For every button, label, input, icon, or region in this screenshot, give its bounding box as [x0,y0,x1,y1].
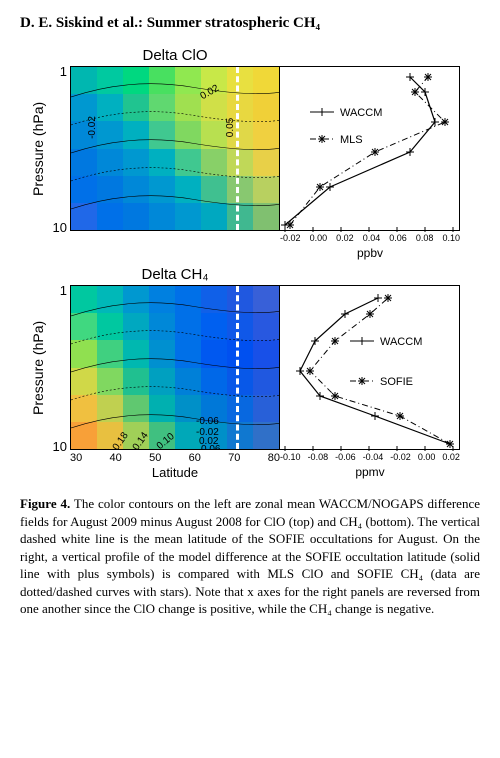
line-panel-clo: WACCM MLS [280,66,460,231]
panel-top-title: Delta ClO [70,47,280,64]
svg-text:WACCM: WACCM [380,336,422,348]
xticks-row-bot: 304050607080 -0.10-0.08-0.06-0.04-0.020.… [30,450,470,464]
caption-text: The color contours on the left are zonal… [20,496,480,616]
panel-top-row: Pressure (hPa) 1 10 -0.020.020.05 WACCM M… [30,66,470,231]
figure-area: Delta ClO Pressure (hPa) 1 10 -0.020.020… [30,47,470,480]
xticks-row-top: . -0.020.000.020.040.060.080.10 [30,231,470,245]
svg-text:MLS: MLS [340,134,363,146]
paper-header: D. E. Siskind et al.: Summer stratospher… [20,15,480,32]
figure-caption: Figure 4. The color contours on the left… [20,495,480,618]
line-xlabel-top: ppbv [280,246,460,260]
line-panel-ch4: WACCM SOFIE [280,285,460,450]
line-xlabel-bot: ppmv [280,465,460,480]
svg-text:SOFIE: SOFIE [380,376,413,388]
ylabel-top: Pressure (hPa) [30,66,50,231]
figure-label: Figure 4. [20,496,70,511]
yticks-bot: 1 10 [50,285,70,450]
contour-xlabel-bot: Latitude [70,465,280,480]
contour-panel-clo: -0.020.020.05 [70,66,280,231]
xlabel-row-bot: Latitude ppmv [30,465,470,480]
line-xticks-bot: -0.10-0.08-0.06-0.04-0.020.000.02 [280,450,460,464]
svg-text:WACCM: WACCM [340,107,382,119]
ytick-bot-2: 10 [53,439,67,454]
ytick-bot-1: 1 [60,283,67,298]
xlabel-row-top: ppbv [30,246,470,260]
line-xticks-top: -0.020.000.020.040.060.080.10 [280,231,460,245]
ytick-top-1: 1 [60,64,67,79]
ytick-top-2: 10 [53,220,67,235]
yticks-top: 1 10 [50,66,70,231]
ylabel-bot: Pressure (hPa) [30,285,50,450]
contour-xticks-bot: 304050607080 [70,450,280,464]
contour-panel-ch4: 0.180.140.10-0.06-0.020.020.06 [70,285,280,450]
panel-bot-title: Delta CH₄ [70,266,280,283]
panel-bot-row: Pressure (hPa) 1 10 0.180.140.10-0.06-0.… [30,285,470,450]
